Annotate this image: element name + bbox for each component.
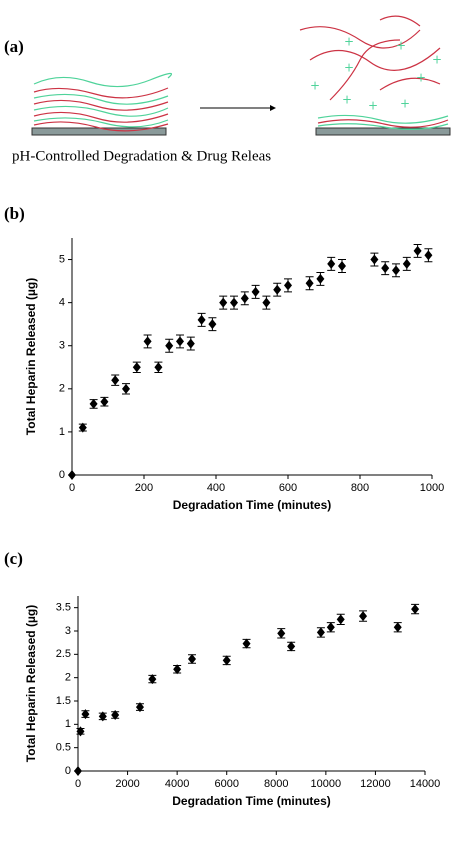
data-point: [154, 362, 163, 373]
svg-text:+: +: [344, 35, 354, 49]
data-point: [251, 286, 260, 297]
y-tick-label: 1: [65, 718, 71, 730]
data-point: [165, 340, 174, 351]
x-tick-label: 6000: [214, 778, 238, 790]
data-point: [81, 709, 90, 720]
data-point: [148, 674, 157, 685]
y-tick-label: 3: [65, 625, 71, 637]
x-tick-label: 8000: [264, 778, 288, 790]
data-point: [287, 641, 296, 652]
diagram: + + + + + + + + +: [31, 15, 451, 136]
y-tick-label: 1.5: [56, 695, 71, 707]
data-point: [262, 297, 271, 308]
data-point: [424, 250, 433, 261]
svg-text:+: +: [342, 93, 352, 107]
data-point: [78, 422, 87, 433]
svg-text:+: +: [368, 99, 378, 113]
data-point: [273, 284, 282, 295]
data-point: [219, 297, 228, 308]
data-point: [336, 614, 345, 625]
data-point: [143, 336, 152, 347]
x-tick-label: 14000: [410, 778, 441, 790]
data-point: [277, 628, 286, 639]
y-tick-label: 3: [59, 340, 65, 352]
x-tick-label: 10000: [311, 778, 342, 790]
data-point: [222, 655, 231, 666]
data-point: [230, 297, 238, 308]
x-axis-title: Degradation Time (minutes): [173, 498, 331, 512]
y-tick-label: 2: [59, 383, 65, 395]
data-point: [74, 766, 82, 776]
data-point: [381, 263, 390, 274]
data-point: [176, 336, 184, 347]
panel-label: (c): [4, 549, 23, 568]
data-point: [76, 726, 85, 737]
data-point: [242, 638, 251, 649]
data-point: [240, 293, 249, 304]
svg-text:+: +: [396, 39, 406, 53]
svg-text:+: +: [416, 71, 426, 85]
svg-text:+: +: [432, 53, 442, 67]
y-tick-label: 3.5: [56, 602, 71, 614]
data-point: [327, 258, 336, 269]
data-point: [326, 622, 335, 633]
data-point: [402, 258, 411, 269]
data-point: [370, 254, 379, 265]
x-axis-title: Degradation Time (minutes): [172, 794, 330, 808]
svg-text:+: +: [344, 61, 354, 75]
data-point: [208, 319, 217, 330]
data-point: [392, 265, 400, 276]
data-point: [132, 362, 141, 373]
x-tick-label: 0: [75, 778, 81, 790]
data-point: [188, 654, 197, 664]
svg-text:+: +: [310, 79, 320, 93]
x-tick-label: 200: [135, 482, 153, 494]
caption: pH-Controlled Degradation & Drug Releas: [12, 148, 271, 164]
x-tick-label: 400: [207, 482, 225, 494]
y-tick-label: 2.5: [56, 648, 71, 660]
data-point: [284, 280, 292, 291]
panel-label: (b): [4, 204, 25, 223]
panel-label: (a): [4, 37, 24, 56]
x-tick-label: 1000: [420, 482, 444, 494]
x-tick-label: 2000: [115, 778, 139, 790]
data-point: [100, 396, 109, 407]
x-tick-label: 0: [69, 482, 75, 494]
data-point: [98, 711, 107, 722]
data-point: [316, 273, 325, 284]
x-tick-label: 4000: [165, 778, 189, 790]
data-point: [393, 622, 402, 633]
x-tick-label: 12000: [360, 778, 391, 790]
data-point: [316, 627, 325, 638]
y-axis-title: Total Heparin Released (µg): [24, 278, 38, 435]
y-tick-label: 5: [59, 253, 65, 265]
y-axis-title: Total Heparin Released (µg): [24, 605, 38, 762]
data-point: [135, 702, 144, 713]
y-tick-label: 4: [59, 297, 65, 309]
data-point: [68, 470, 76, 480]
data-point: [197, 314, 206, 325]
data-point: [305, 278, 314, 289]
y-tick-label: 1: [59, 426, 65, 438]
y-tick-label: 0: [59, 469, 65, 481]
y-tick-label: 0: [65, 765, 71, 777]
y-tick-label: 2: [65, 672, 71, 684]
data-point: [111, 710, 120, 720]
x-tick-label: 600: [279, 482, 297, 494]
data-point: [359, 611, 368, 622]
data-point: [173, 664, 182, 675]
svg-text:+: +: [400, 97, 410, 111]
data-point: [413, 245, 422, 256]
data-point: [411, 604, 420, 615]
data-point: [122, 383, 130, 394]
data-point: [186, 338, 195, 349]
x-tick-label: 800: [351, 482, 369, 494]
data-point: [338, 261, 346, 272]
data-point: [111, 375, 120, 386]
y-tick-label: 0.5: [56, 742, 71, 754]
data-point: [89, 398, 98, 409]
